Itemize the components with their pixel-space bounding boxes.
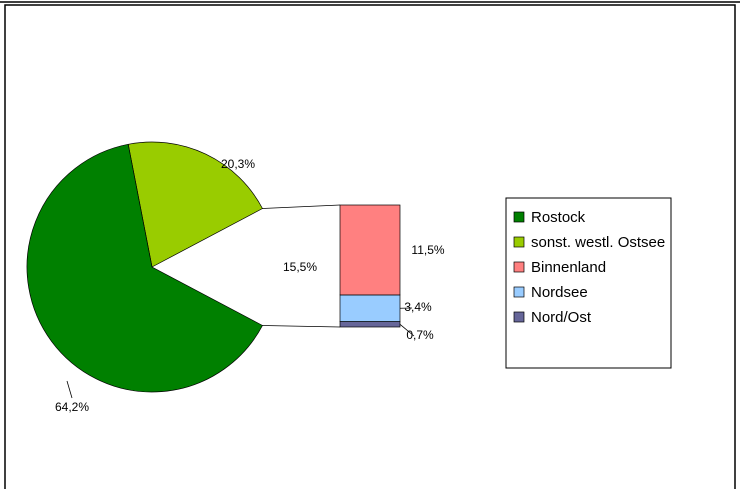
legend-label: Nord/Ost: [531, 309, 592, 326]
leader-line: [399, 323, 415, 337]
legend-label: sonst. westl. Ostsee: [531, 234, 665, 251]
data-label: 64,2%: [55, 400, 89, 414]
legend-box: [505, 197, 672, 369]
legend-swatch: [513, 286, 525, 298]
legend-swatch: [513, 311, 525, 323]
legend-swatch: [513, 236, 525, 248]
data-label: 3,4%: [404, 300, 432, 314]
bar-segment: [339, 204, 401, 296]
legend: Rostock sonst. westl. Ostsee Binnenland Nor…: [513, 209, 665, 326]
leader-line: [66, 380, 73, 399]
legend-label: Binnenland: [531, 259, 606, 276]
data-label: 11,5%: [411, 243, 444, 257]
data-label: 20,3%: [221, 157, 255, 171]
data-label: 15,5%: [283, 260, 317, 274]
bar-segment: [339, 321, 401, 328]
connector: [262, 204, 341, 209]
legend-label: Rostock: [531, 209, 586, 226]
legend-swatch: [513, 211, 525, 223]
bar-segment: [339, 294, 401, 322]
connector: [262, 325, 341, 328]
legend-swatch: [513, 261, 525, 273]
pie-slice: [127, 141, 263, 268]
pie-slice: [26, 143, 263, 393]
data-label: 0,7%: [406, 328, 434, 342]
legend-label: Nordsee: [531, 284, 588, 301]
